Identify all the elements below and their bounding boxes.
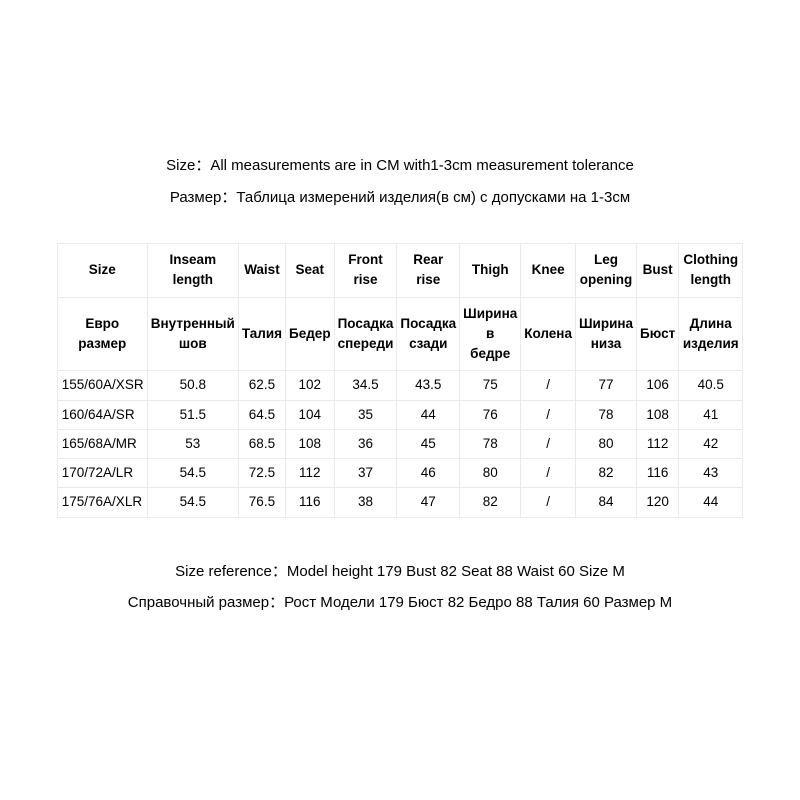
- col-header-ru: Посадкаспереди: [334, 297, 397, 371]
- col-header-ru: Ширинавбедре: [460, 297, 521, 371]
- table-cell: 62.5: [238, 371, 285, 400]
- table-cell: 80: [460, 459, 521, 488]
- col-header-en: Frontrise: [334, 244, 397, 298]
- table-cell: 75: [460, 371, 521, 400]
- table-cell: 155/60A/XSR: [57, 371, 147, 400]
- col-header-en: Bust: [637, 244, 679, 298]
- table-cell: 44: [679, 488, 743, 517]
- table-cell: 116: [286, 488, 335, 517]
- col-header-ru: Евроразмер: [57, 297, 147, 371]
- table-cell: 40.5: [679, 371, 743, 400]
- col-header-en: Inseamlength: [147, 244, 238, 298]
- table-cell: 120: [637, 488, 679, 517]
- table-cell: 41: [679, 400, 743, 429]
- table-row: 170/72A/LR54.572.5112374680/8211643: [57, 459, 742, 488]
- table-cell: 54.5: [147, 459, 238, 488]
- col-header-en: Size: [57, 244, 147, 298]
- table-cell: 44: [397, 400, 460, 429]
- table-cell: 72.5: [238, 459, 285, 488]
- table-cell: 36: [334, 429, 397, 458]
- col-header-en: Legopening: [575, 244, 636, 298]
- table-cell: 42: [679, 429, 743, 458]
- table-cell: 116: [637, 459, 679, 488]
- intro-block: Size：All measurements are in CM with1-3c…: [166, 150, 634, 213]
- col-header-ru: Ширинаниза: [575, 297, 636, 371]
- header-row-en: SizeInseamlengthWaistSeatFrontriseRearri…: [57, 244, 742, 298]
- col-header-ru: Талия: [238, 297, 285, 371]
- table-cell: 51.5: [147, 400, 238, 429]
- table-cell: 68.5: [238, 429, 285, 458]
- table-cell: /: [521, 400, 576, 429]
- table-cell: 80: [575, 429, 636, 458]
- table-cell: 38: [334, 488, 397, 517]
- table-row: 160/64A/SR51.564.5104354476/7810841: [57, 400, 742, 429]
- col-header-ru: Бюст: [637, 297, 679, 371]
- table-cell: 108: [286, 429, 335, 458]
- table-cell: 112: [637, 429, 679, 458]
- table-cell: 45: [397, 429, 460, 458]
- outro-en: Size reference：Model height 179 Bust 82 …: [128, 556, 672, 588]
- table-cell: 34.5: [334, 371, 397, 400]
- outro-ru: Справочный размер：Рост Модели 179 Бюст 8…: [128, 587, 672, 619]
- table-cell: /: [521, 429, 576, 458]
- col-header-ru: Бедер: [286, 297, 335, 371]
- intro-ru: Размер：Таблица измерений изделия(в см) с…: [166, 182, 634, 214]
- col-header-ru: Длинаизделия: [679, 297, 743, 371]
- table-cell: 77: [575, 371, 636, 400]
- outro-block: Size reference：Model height 179 Bust 82 …: [128, 556, 672, 619]
- table-cell: 82: [460, 488, 521, 517]
- table-cell: 106: [637, 371, 679, 400]
- header-row-ru: ЕвроразмерВнутренныйшовТалияБедерПосадка…: [57, 297, 742, 371]
- tbody: 155/60A/XSR50.862.510234.543.575/7710640…: [57, 371, 742, 517]
- table-cell: 50.8: [147, 371, 238, 400]
- col-header-ru: Посадкасзади: [397, 297, 460, 371]
- col-header-en: Waist: [238, 244, 285, 298]
- table-row: 165/68A/MR5368.5108364578/8011242: [57, 429, 742, 458]
- table-cell: 76.5: [238, 488, 285, 517]
- table-cell: 54.5: [147, 488, 238, 517]
- table-cell: 43: [679, 459, 743, 488]
- table-cell: 53: [147, 429, 238, 458]
- table-cell: 112: [286, 459, 335, 488]
- col-header-en: Rearrise: [397, 244, 460, 298]
- table-row: 155/60A/XSR50.862.510234.543.575/7710640…: [57, 371, 742, 400]
- table-cell: /: [521, 488, 576, 517]
- table-cell: 78: [575, 400, 636, 429]
- table-cell: 76: [460, 400, 521, 429]
- table-cell: 64.5: [238, 400, 285, 429]
- intro-en: Size：All measurements are in CM with1-3c…: [166, 150, 634, 182]
- table-cell: /: [521, 371, 576, 400]
- table-cell: 46: [397, 459, 460, 488]
- thead: SizeInseamlengthWaistSeatFrontriseRearri…: [57, 244, 742, 371]
- col-header-en: Thigh: [460, 244, 521, 298]
- table-cell: 82: [575, 459, 636, 488]
- table-cell: 78: [460, 429, 521, 458]
- size-table: SizeInseamlengthWaistSeatFrontriseRearri…: [57, 243, 743, 518]
- table-cell: 102: [286, 371, 335, 400]
- table-cell: 84: [575, 488, 636, 517]
- table-cell: 165/68A/MR: [57, 429, 147, 458]
- col-header-ru: Колена: [521, 297, 576, 371]
- table-cell: 170/72A/LR: [57, 459, 147, 488]
- table-cell: 37: [334, 459, 397, 488]
- col-header-en: Clothinglength: [679, 244, 743, 298]
- table-cell: 160/64A/SR: [57, 400, 147, 429]
- table-cell: 47: [397, 488, 460, 517]
- table-cell: 35: [334, 400, 397, 429]
- table-row: 175/76A/XLR54.576.5116384782/8412044: [57, 488, 742, 517]
- col-header-ru: Внутренныйшов: [147, 297, 238, 371]
- col-header-en: Seat: [286, 244, 335, 298]
- table-cell: 108: [637, 400, 679, 429]
- col-header-en: Knee: [521, 244, 576, 298]
- table-cell: 43.5: [397, 371, 460, 400]
- table-cell: 175/76A/XLR: [57, 488, 147, 517]
- table-cell: /: [521, 459, 576, 488]
- table-cell: 104: [286, 400, 335, 429]
